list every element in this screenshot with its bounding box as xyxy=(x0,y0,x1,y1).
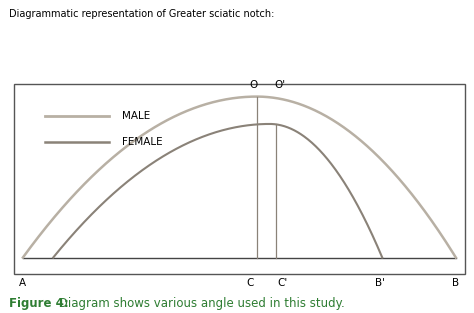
Text: A: A xyxy=(19,279,27,289)
Bar xyxy=(14,84,465,274)
Text: C': C' xyxy=(278,279,288,289)
Text: B: B xyxy=(452,279,459,289)
Text: Figure 4:: Figure 4: xyxy=(9,297,69,310)
Text: B': B' xyxy=(375,279,385,289)
Text: O': O' xyxy=(274,80,285,90)
Text: O: O xyxy=(249,80,257,90)
Text: Diagram shows various angle used in this study.: Diagram shows various angle used in this… xyxy=(55,297,344,310)
Text: Diagrammatic representation of Greater sciatic notch:: Diagrammatic representation of Greater s… xyxy=(9,9,275,19)
Text: C: C xyxy=(246,279,254,289)
Text: MALE: MALE xyxy=(122,111,151,121)
Text: FEMALE: FEMALE xyxy=(122,137,163,147)
